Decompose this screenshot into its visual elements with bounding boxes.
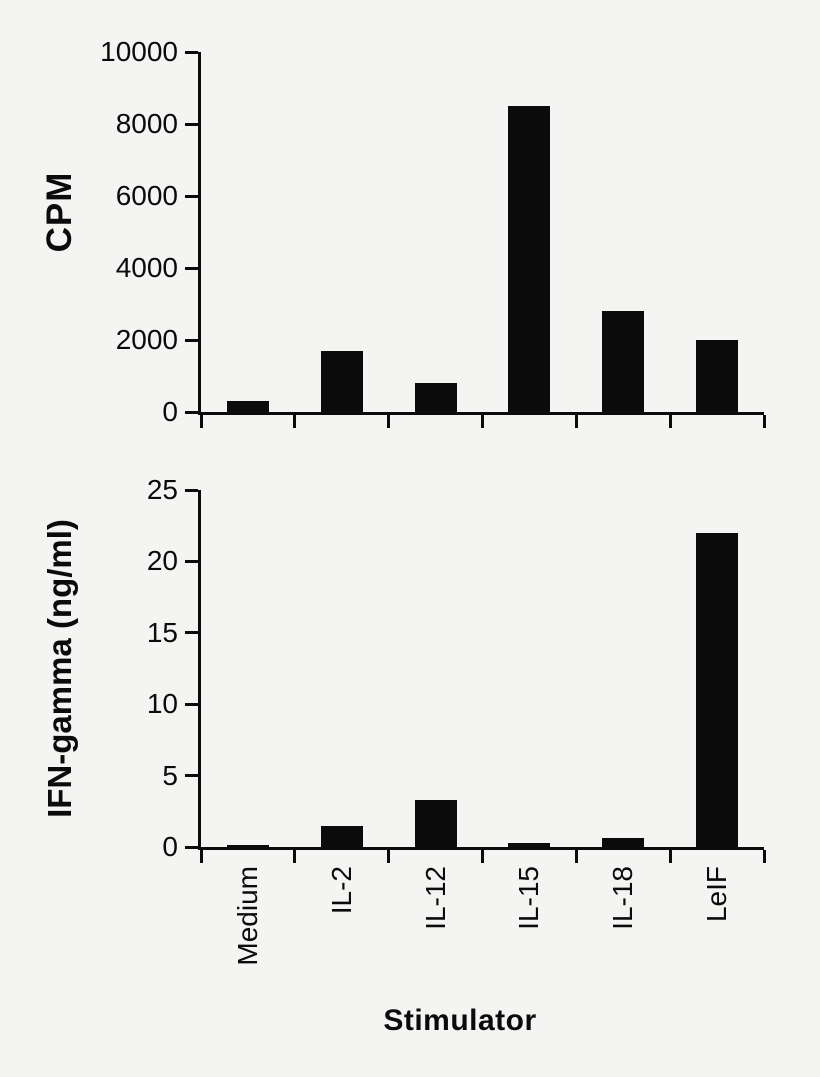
ifn-gamma-y-axis-title: IFN-gamma (ng/ml): [38, 490, 82, 847]
y-tick-label: 0: [162, 831, 178, 862]
x-axis-tick: [668, 850, 672, 863]
x-axis-title: Stimulator: [383, 1004, 537, 1037]
x-axis-tick: [574, 415, 578, 428]
cpm-y-axis-title-text: CPM: [40, 171, 79, 253]
x-axis-tick: [668, 415, 672, 428]
cpm-y-axis-title: CPM: [38, 52, 82, 372]
bar-il-12: [414, 799, 457, 847]
category-label-text: IL-12: [419, 866, 451, 930]
bar-il-15: [508, 106, 551, 412]
y-axis-tick: [185, 559, 198, 563]
bar-medium: [226, 844, 269, 847]
y-tick-label: 0: [162, 396, 178, 427]
x-axis-tick: [481, 850, 484, 863]
y-axis-tick: [185, 338, 198, 342]
category-label-il-18: IL-18: [606, 866, 640, 1014]
bar-medium: [226, 401, 269, 412]
bar-il-12: [414, 383, 457, 412]
x-axis-tick: [762, 850, 766, 863]
x-axis-tick: [574, 850, 578, 863]
bar-il-2: [320, 350, 363, 412]
x-axis-tick: [762, 415, 766, 428]
category-label-text: IL-2: [325, 866, 357, 915]
y-axis-tick: [185, 50, 198, 54]
x-axis-tick: [199, 850, 203, 863]
y-tick-label: 8000: [115, 108, 178, 139]
category-label-il-12: IL-12: [419, 866, 453, 1014]
x-axis-tick: [199, 415, 203, 428]
category-label-text: Medium: [231, 866, 263, 966]
x-axis-tick: [293, 850, 297, 863]
y-tick-label: 10: [146, 688, 178, 720]
y-tick-label: 6000: [115, 180, 178, 211]
category-label-text: IL-18: [607, 866, 639, 930]
y-tick-label: 15: [146, 616, 178, 648]
x-axis-tick: [293, 415, 297, 428]
y-tick-label: 25: [146, 474, 178, 505]
x-axis-tick: [481, 415, 484, 428]
category-label-medium: Medium: [231, 866, 265, 1014]
bar-il-18: [602, 311, 645, 412]
bar-leif: [696, 340, 739, 412]
category-label-leif: LeIF: [700, 866, 734, 1014]
bar-il-18: [602, 838, 645, 847]
y-axis-tick: [185, 488, 198, 492]
ifn-gamma-plot-area: 0 5 10 15 20 25: [147, 474, 766, 863]
bar-il-15: [508, 842, 551, 847]
category-label-il-2: IL-2: [325, 866, 359, 1014]
y-axis-tick: [185, 266, 198, 270]
bar-leif: [696, 532, 739, 847]
ifn-gamma-y-axis-title-text: IFN-gamma (ng/ml): [41, 519, 78, 818]
y-tick-label: 5: [162, 759, 178, 791]
y-axis-tick: [185, 410, 198, 414]
y-axis-tick: [185, 774, 198, 778]
category-label-text: LeIF: [701, 866, 733, 923]
y-axis-tick: [185, 631, 198, 635]
y-axis-tick: [185, 194, 198, 198]
y-tick-label: 4000: [115, 252, 178, 283]
y-tick-label: 10000: [100, 36, 178, 67]
x-axis-tick: [387, 415, 391, 428]
y-tick-label: 20: [146, 545, 178, 577]
category-axis-labels: Medium IL-2 IL-12 IL-15 IL-18 LeIF: [201, 866, 764, 1016]
y-axis-tick: [185, 122, 198, 126]
cpm-plot-area: 0 2000 4000 6000 8000 10000: [100, 36, 766, 428]
category-label-il-15: IL-15: [512, 866, 546, 1014]
category-label-text: IL-15: [513, 866, 545, 930]
y-axis-tick: [185, 702, 198, 706]
bar-il-2: [320, 825, 363, 847]
y-tick-label: 2000: [115, 324, 178, 355]
y-axis-tick: [185, 845, 198, 849]
x-axis-tick: [387, 850, 391, 863]
